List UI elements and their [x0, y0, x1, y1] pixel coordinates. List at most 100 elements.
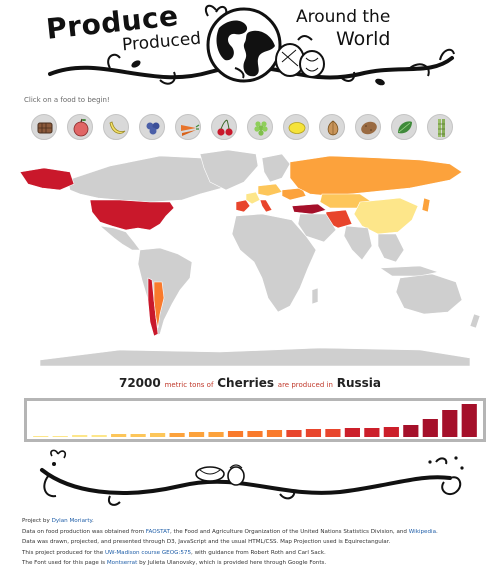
credit-line-author: Project by Dylan Moriarty. [22, 516, 492, 527]
chart-bar[interactable] [130, 434, 146, 437]
chart-bar[interactable] [422, 419, 438, 437]
apple-icon [73, 118, 89, 137]
map-country-argentina [153, 281, 165, 329]
chart-bar[interactable] [247, 431, 263, 437]
map-country-germany-poland [257, 183, 283, 197]
food-button-spinach[interactable] [391, 114, 417, 140]
map-country-japan [421, 197, 431, 213]
credit-text: . [92, 518, 94, 524]
credit-text: by Julieta Ulanovsky, which is provided … [139, 560, 327, 567]
credit-text: . [436, 528, 438, 535]
caption-country: Russia [336, 376, 381, 390]
chart-bar[interactable] [52, 436, 68, 437]
caption-food: Cherries [217, 376, 274, 390]
wikipedia-link[interactable]: Wikipedia [408, 528, 437, 535]
chart-bar[interactable] [227, 431, 244, 437]
potato-icon [361, 121, 377, 135]
logo-word-world: World [336, 28, 391, 50]
chart-bar[interactable] [383, 427, 399, 437]
chart-bar[interactable] [266, 430, 283, 437]
globe-icon [206, 7, 282, 83]
map-country-chile [147, 277, 159, 337]
map-country-greenland [199, 149, 259, 191]
map-country-usa [89, 199, 175, 231]
chart-bar[interactable] [325, 429, 341, 437]
footer-vine-decoration [40, 449, 464, 506]
credit-text: Project by [22, 518, 50, 524]
map-country-alaska [19, 167, 75, 191]
map-region-australia [395, 273, 463, 315]
chart-bar[interactable] [72, 435, 88, 437]
logo-word-around: Around the [296, 7, 391, 27]
world-map-svg [19, 149, 481, 367]
food-button-banana[interactable] [103, 114, 129, 140]
chart-bar[interactable] [403, 425, 419, 437]
caption-unit: metric tons of [164, 381, 214, 389]
cherry-icon [217, 119, 233, 136]
map-country-mexico [99, 225, 141, 251]
map-country-canada [67, 155, 239, 203]
food-button-blueberry[interactable] [139, 114, 165, 140]
chart-bar[interactable] [344, 428, 360, 437]
course-link[interactable]: UW-Madison course GEOG:575 [104, 549, 192, 556]
credit-text: The Font used for this page is [22, 560, 106, 567]
carrot-icon [181, 124, 200, 136]
chart-bar[interactable] [461, 404, 477, 437]
food-button-apple[interactable] [67, 114, 93, 140]
chart-bar[interactable] [364, 428, 380, 437]
map-region-antarctica [39, 347, 471, 367]
chart-bar[interactable] [169, 433, 185, 437]
map-region-indonesia [379, 265, 440, 277]
onion-icon [327, 120, 339, 136]
credit-line-data-source: Data on food production was obtained fro… [22, 527, 492, 538]
chart-bar[interactable] [305, 429, 322, 437]
food-button-sugarcane[interactable] [427, 114, 453, 140]
blueberry-icon [146, 122, 160, 135]
food-selector [31, 114, 471, 142]
faostat-link[interactable]: FAOSTAT [145, 528, 170, 535]
chart-bar[interactable] [150, 433, 166, 437]
credit-line-course: This project produced for the UW-Madison… [22, 548, 492, 559]
food-button-chocolate[interactable] [31, 114, 57, 140]
map-country-russia [289, 155, 463, 197]
chart-bar[interactable] [33, 436, 49, 437]
map-region-middle-east [297, 213, 337, 243]
chart-bar[interactable] [91, 435, 107, 437]
food-button-potato[interactable] [355, 114, 381, 140]
site-logo: Produce Produced Around the World [40, 0, 460, 94]
map-country-new-zealand [469, 313, 481, 329]
chart-bar[interactable] [442, 410, 458, 437]
credits-section: Project by Dylan Moriarty. Data on food … [22, 516, 492, 569]
map-region-africa [231, 213, 317, 313]
banana-icon [109, 121, 126, 134]
food-button-cherry[interactable] [211, 114, 237, 140]
map-country-italy [259, 199, 273, 213]
spinach-icon [398, 121, 412, 134]
footer-vine-art [30, 448, 470, 508]
credit-text: Data on food production was obtained fro… [22, 528, 145, 535]
font-link[interactable]: Montserrat [106, 560, 138, 567]
produce-cluster-icon [275, 35, 325, 78]
author-link[interactable]: Dylan Moriarty [51, 518, 93, 524]
food-button-grape[interactable] [247, 114, 273, 140]
lemon-icon [288, 122, 306, 134]
map-country-spain [235, 199, 251, 213]
map-country-turkey [291, 203, 327, 215]
production-caption: 72000 metric tons of Cherries are produc… [0, 376, 500, 390]
map-region-southeast-asia [377, 233, 405, 263]
map-region-south-america [137, 247, 193, 337]
map-country-france [245, 191, 261, 205]
chart-bar[interactable] [188, 432, 205, 437]
sugarcane-icon [438, 119, 445, 137]
food-button-onion[interactable] [319, 114, 345, 140]
map-country-scandinavia [261, 153, 291, 183]
chart-bar[interactable] [286, 430, 302, 437]
chart-bar[interactable] [111, 434, 127, 437]
map-country-madagascar [311, 287, 319, 305]
world-map [0, 149, 500, 375]
food-button-lemon[interactable] [283, 114, 309, 140]
food-button-carrot[interactable] [175, 114, 201, 140]
credit-text: , the Food and Agriculture Organization … [169, 528, 407, 535]
production-bar-chart [24, 398, 486, 442]
chart-bar[interactable] [208, 432, 224, 437]
